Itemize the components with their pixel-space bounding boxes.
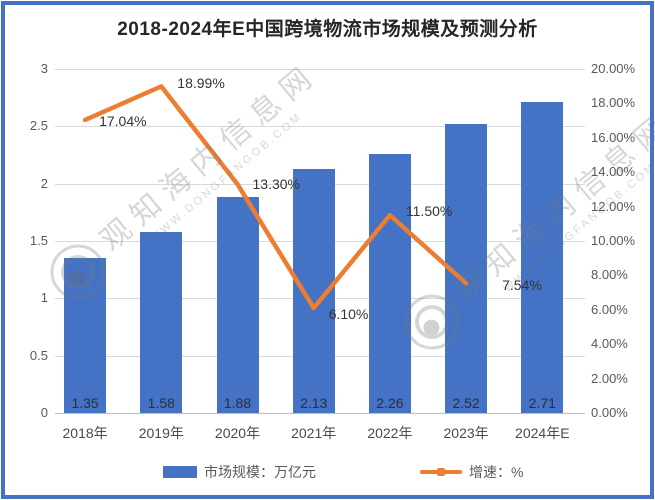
bar-value-label: 2.71	[528, 394, 556, 411]
right-axis-tick: 0.00%	[591, 405, 628, 420]
left-axis-tick: 1	[40, 290, 48, 306]
left-axis-tick: 0.5	[29, 347, 48, 363]
line-legend-swatch-icon	[420, 468, 462, 476]
bar-legend-label: 市场规模：万亿元	[204, 464, 316, 480]
bar-legend-swatch-icon	[163, 466, 197, 478]
chart-title: 2018-2024年E中国跨境物流市场规模及预测分析	[117, 19, 538, 40]
right-axis-tick: 10.00%	[591, 233, 636, 248]
x-axis-category-label: 2018年	[62, 425, 108, 441]
bar-value-label: 2.13	[300, 394, 328, 411]
right-axis-tick: 14.00%	[591, 164, 636, 180]
line-value-label: 13.30%	[252, 176, 300, 193]
market-size-bar: 1.88	[216, 197, 259, 413]
line-legend-label: 增速：%	[469, 464, 524, 480]
x-axis-category-label: 2019年	[138, 425, 184, 441]
line-value-label: 17.04%	[99, 112, 147, 129]
market-size-bar: 1.58	[140, 231, 183, 413]
left-axis-tick: 0	[40, 405, 48, 420]
x-axis-line	[55, 413, 585, 414]
market-size-bar: 2.26	[368, 153, 411, 413]
left-axis-tick: 2.5	[29, 118, 48, 134]
market-size-bar: 2.71	[521, 102, 564, 413]
legend-item-market-size: 市场规模：万亿元	[163, 462, 316, 482]
legend: 市场规模：万亿元 增速：%	[0, 458, 655, 482]
market-size-bar: 1.35	[64, 258, 107, 413]
left-axis-tick: 1.5	[29, 233, 48, 248]
x-axis-category-label: 2021年	[291, 425, 337, 441]
right-axis-tick: 6.00%	[591, 301, 628, 317]
bar-value-label: 2.26	[376, 394, 404, 411]
gridline	[55, 126, 585, 128]
right-axis-tick: 4.00%	[591, 336, 628, 352]
gridline	[55, 69, 585, 70]
bar-value-label: 1.58	[147, 394, 175, 411]
left-axis-tick: 2	[40, 175, 48, 191]
line-value-label: 6.10%	[328, 306, 369, 323]
right-axis-tick: 18.00%	[591, 95, 636, 111]
right-axis-tick: 8.00%	[591, 267, 628, 283]
line-value-label: 7.54%	[502, 277, 542, 294]
x-axis-category-label: 2023年	[443, 425, 489, 441]
right-axis-tick: 16.00%	[591, 129, 636, 145]
right-axis-tick: 2.00%	[591, 370, 628, 386]
bar-value-label: 1.88	[223, 394, 252, 411]
bar-value-label: 1.35	[71, 394, 99, 411]
line-value-label: 11.50%	[405, 203, 453, 220]
bar-value-label: 2.52	[452, 394, 480, 411]
left-axis-tick: 3	[40, 61, 48, 76]
x-axis-category-label: 2024年E	[515, 425, 570, 441]
line-value-label: 18.99%	[177, 75, 225, 92]
right-axis-tick: 12.00%	[591, 198, 636, 214]
x-axis-category-label: 2022年	[367, 425, 413, 441]
legend-item-growth-rate: 增速：%	[420, 462, 523, 482]
x-axis-category-label: 2020年	[214, 425, 261, 441]
right-axis-tick: 20.00%	[591, 61, 636, 76]
